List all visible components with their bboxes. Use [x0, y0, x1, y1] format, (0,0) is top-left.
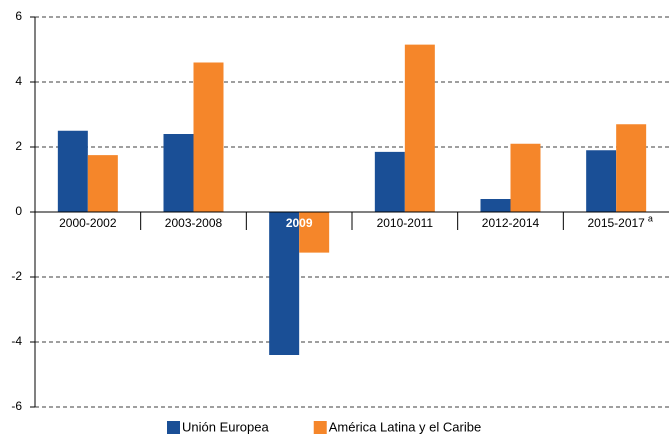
- y-tick-label: 6: [15, 9, 22, 23]
- y-tick-label: 2: [15, 139, 22, 153]
- bar: [374, 151, 405, 212]
- bar: [480, 199, 511, 212]
- x-tick-label: 2012-2014: [482, 216, 540, 230]
- bar: [193, 62, 224, 212]
- bar: [269, 212, 300, 355]
- x-tick-label: 2000-2002: [59, 216, 117, 230]
- x-tick-label: 2003-2008: [165, 216, 223, 230]
- bar: [586, 150, 617, 212]
- footnote-mark: a: [648, 213, 653, 223]
- legend-swatch: [313, 421, 327, 434]
- y-tick-label: 4: [15, 74, 22, 88]
- bar: [57, 130, 88, 212]
- y-tick-label: 0: [15, 204, 22, 218]
- x-tick-label: 2015-2017: [587, 216, 645, 230]
- y-tick-label: -2: [11, 269, 22, 283]
- bar: [299, 212, 330, 253]
- bar: [404, 44, 435, 212]
- bar: [87, 155, 118, 212]
- y-tick-label: -6: [11, 399, 22, 413]
- bar: [510, 143, 541, 212]
- y-tick-label: -4: [11, 334, 22, 348]
- bar: [163, 134, 194, 212]
- legend-swatch: [167, 421, 180, 434]
- bar: [616, 124, 647, 212]
- legend-label: Unión Europea: [182, 419, 269, 434]
- x-tick-label: 2009: [286, 216, 313, 230]
- legend-label: América Latina y el Caribe: [329, 419, 481, 434]
- x-tick-label: 2010-2011: [377, 216, 434, 230]
